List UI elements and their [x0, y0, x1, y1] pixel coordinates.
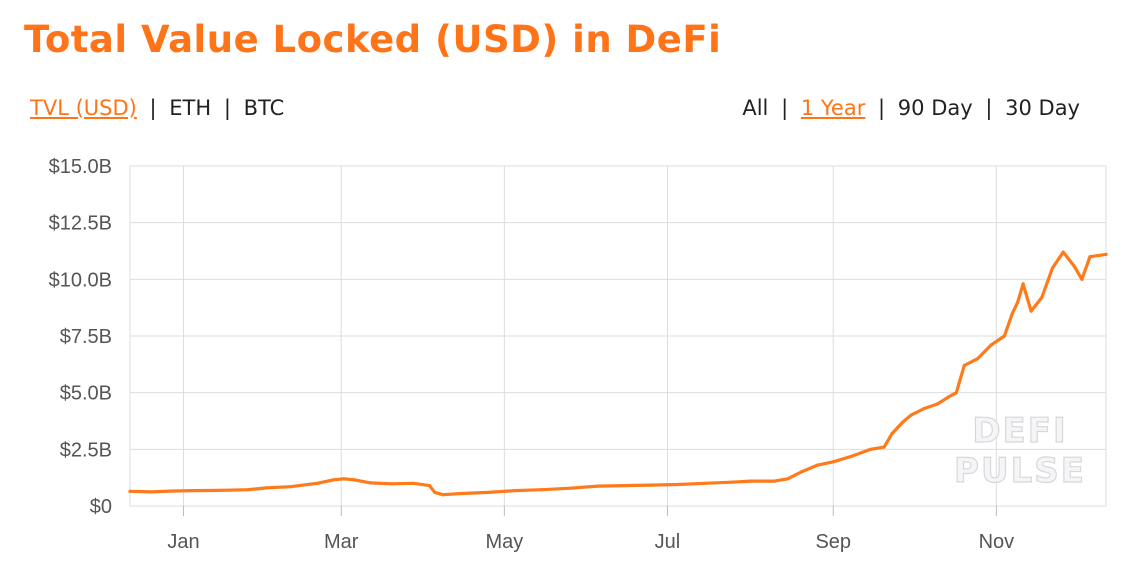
- tvl-data-point: [989, 343, 993, 347]
- tvl-data-point: [427, 484, 432, 488]
- y-tick-label: $5.0B: [60, 383, 112, 405]
- toggle-btc[interactable]: BTC: [243, 96, 285, 120]
- tvl-data-point: [353, 478, 357, 482]
- tvl-data-point: [331, 478, 335, 482]
- toggle-tvl-usd[interactable]: TVL (USD): [30, 96, 137, 120]
- y-tick-label: $12.5B: [49, 213, 112, 235]
- tvl-data-point: [192, 489, 196, 493]
- tvl-data-point: [748, 479, 753, 483]
- tvl-data-point: [922, 406, 926, 411]
- range-toggle-group: All | 1 Year | 90 Day | 30 Day: [742, 96, 1080, 120]
- y-tick-label: $7.5B: [60, 326, 112, 348]
- tvl-data-point: [288, 485, 292, 489]
- toggle-separator: |: [223, 96, 231, 120]
- tvl-data-point: [954, 391, 958, 395]
- x-tick-label: Jul: [655, 531, 681, 553]
- tvl-data-point: [566, 486, 571, 490]
- tvl-data-point: [869, 447, 873, 451]
- tvl-data-point: [1029, 309, 1033, 313]
- tvl-data-point: [171, 489, 175, 493]
- toggle-separator: |: [985, 96, 993, 120]
- tvl-data-point: [219, 488, 223, 492]
- watermark-line1: DEFI: [972, 411, 1067, 451]
- metric-toggle-group: TVL (USD) | ETH | BTC: [30, 96, 284, 120]
- tvl-data-point: [676, 482, 680, 487]
- tvl-data-point: [1104, 252, 1108, 256]
- series-layer: [128, 250, 1108, 497]
- tvl-data-point: [649, 483, 654, 487]
- tvl-data-point: [935, 402, 940, 406]
- tvl-data-point: [909, 413, 913, 417]
- tvl-data-point: [1002, 334, 1007, 338]
- tvl-data-point: [264, 486, 268, 490]
- range-1-year[interactable]: 1 Year: [800, 96, 866, 120]
- tvl-data-point: [772, 479, 777, 483]
- tvl-data-point: [850, 454, 854, 458]
- tvl-data-point: [1016, 300, 1020, 304]
- toggle-separator: |: [781, 96, 789, 120]
- tvl-data-point: [1072, 264, 1076, 268]
- tvl-data-point: [246, 488, 250, 492]
- tvl-data-point: [1080, 277, 1084, 281]
- tvl-data-point: [315, 481, 319, 485]
- tvl-series-line: [128, 250, 1108, 497]
- page-title: Total Value Locked (USD) in DeFi: [24, 18, 722, 61]
- x-tick-label: Nov: [979, 531, 1015, 553]
- range-90-day[interactable]: 90 Day: [897, 96, 973, 120]
- tvl-data-point: [815, 463, 819, 467]
- tvl-data-point: [882, 445, 886, 449]
- tvl-data-point: [433, 490, 437, 494]
- tvl-data-point: [831, 460, 835, 464]
- tvl-data-point: [596, 484, 600, 488]
- tvl-data-point: [342, 477, 346, 481]
- toggle-separator: |: [149, 96, 157, 120]
- chart-grid: [129, 165, 1107, 507]
- tvl-data-point: [149, 490, 153, 494]
- tvl-data-point: [1040, 295, 1044, 300]
- tvl-data-point: [460, 491, 464, 496]
- tvl-data-point: [540, 488, 544, 492]
- tvl-data-point: [976, 357, 980, 361]
- y-axis: $0 $2.5B $5.0B $7.5B $10.0B $12.5B $15.0B: [49, 156, 112, 518]
- y-tick-label: $15.0B: [49, 156, 112, 178]
- range-30-day[interactable]: 30 Day: [1005, 96, 1080, 120]
- x-tick-label: May: [485, 531, 523, 553]
- x-axis: Jan Mar May Jul Sep Nov: [167, 506, 1014, 553]
- tvl-data-point: [703, 481, 707, 485]
- y-tick-label: $10.0B: [49, 269, 112, 291]
- tvl-data-point: [1088, 255, 1092, 259]
- tvl-data-point: [730, 480, 734, 484]
- toggle-eth[interactable]: ETH: [169, 96, 212, 120]
- tvl-data-point: [962, 363, 966, 368]
- x-tick-label: Jan: [167, 531, 199, 553]
- y-tick-label: $2.5B: [60, 439, 112, 461]
- x-tick-label: Mar: [324, 531, 359, 553]
- tvl-data-point: [1050, 266, 1055, 270]
- tvl-data-point: [411, 481, 415, 485]
- tvl-data-point: [786, 477, 790, 481]
- tvl-data-point: [128, 489, 132, 493]
- y-tick-label: $0: [90, 496, 112, 518]
- tvl-data-point: [1061, 250, 1065, 254]
- x-tick-label: Sep: [815, 531, 851, 553]
- tvl-data-point: [486, 490, 490, 494]
- tvl-data-point: [369, 481, 373, 485]
- tvl-data-point: [946, 395, 950, 399]
- tvl-data-point: [390, 482, 394, 486]
- tvl-data-point: [799, 470, 803, 474]
- tvl-data-point: [441, 493, 445, 497]
- defi-pulse-watermark: DEFI PULSE: [953, 410, 1086, 491]
- range-all[interactable]: All: [742, 96, 769, 120]
- toggle-separator: |: [878, 96, 886, 120]
- tvl-data-point: [513, 489, 517, 493]
- tvl-data-point: [1010, 311, 1015, 315]
- tvl-data-point: [901, 420, 905, 424]
- tvl-data-point: [1021, 282, 1025, 286]
- tvl-data-point: [623, 484, 627, 488]
- watermark-line2: PULSE: [954, 451, 1086, 491]
- tvl-data-point: [890, 431, 894, 436]
